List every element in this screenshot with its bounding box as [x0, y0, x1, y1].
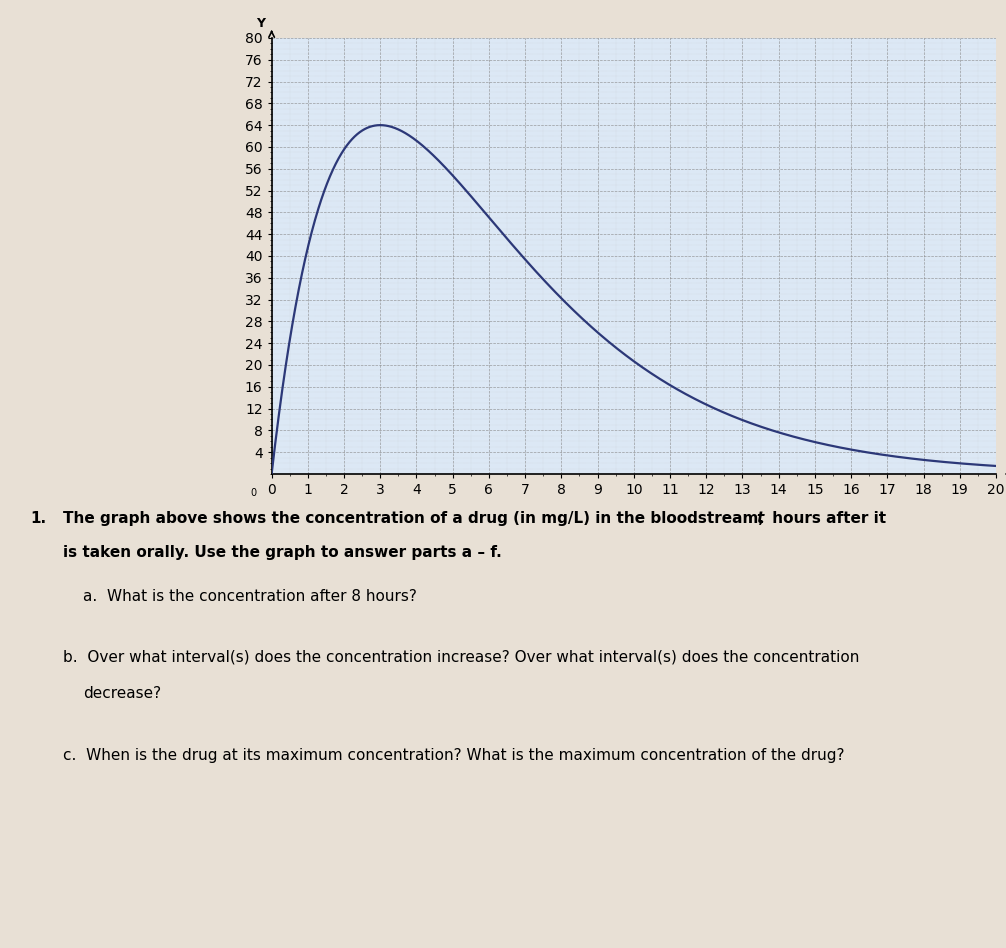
Text: Y: Y	[257, 17, 266, 29]
Text: t: t	[757, 511, 764, 526]
Text: decrease?: decrease?	[83, 686, 162, 702]
Text: c.  When is the drug at its maximum concentration? What is the maximum concentra: c. When is the drug at its maximum conce…	[63, 748, 845, 763]
Text: is taken orally. Use the graph to answer parts a – f.: is taken orally. Use the graph to answer…	[63, 545, 502, 560]
Text: a.  What is the concentration after 8 hours?: a. What is the concentration after 8 hou…	[83, 589, 417, 604]
Text: 0: 0	[250, 487, 257, 498]
Text: 1.: 1.	[30, 511, 46, 526]
Text: hours after it: hours after it	[767, 511, 885, 526]
Text: The graph above shows the concentration of a drug (in mg/L) in the bloodstream,: The graph above shows the concentration …	[63, 511, 770, 526]
Text: b.  Over what interval(s) does the concentration increase? Over what interval(s): b. Over what interval(s) does the concen…	[63, 650, 860, 665]
